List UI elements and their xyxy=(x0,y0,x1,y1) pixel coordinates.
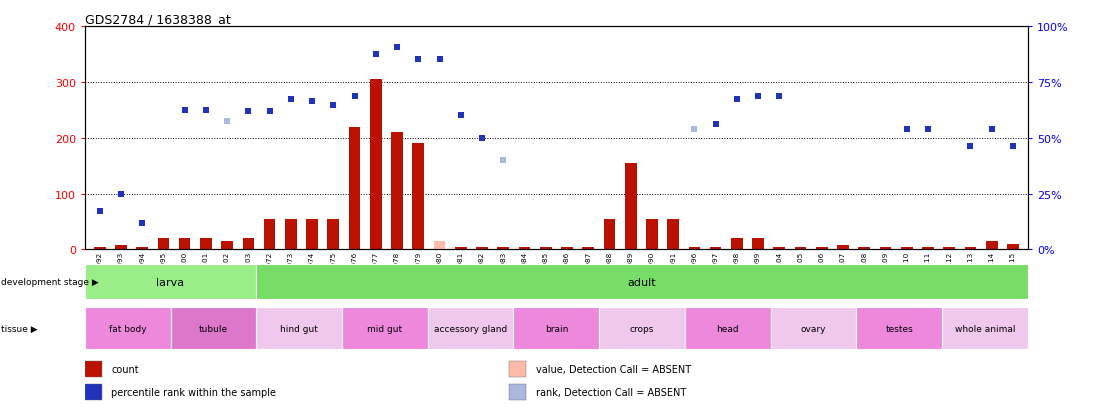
Bar xyxy=(341,308,427,349)
Bar xyxy=(306,219,318,250)
Bar xyxy=(498,247,509,250)
Text: tissue ▶: tissue ▶ xyxy=(1,324,38,333)
Text: hind gut: hind gut xyxy=(280,324,318,333)
Bar xyxy=(509,362,526,377)
Bar xyxy=(434,242,445,250)
Bar xyxy=(858,247,870,250)
Text: mid gut: mid gut xyxy=(367,324,403,333)
Text: count: count xyxy=(112,365,138,375)
Text: percentile rank within the sample: percentile rank within the sample xyxy=(112,387,277,397)
Bar xyxy=(94,247,106,250)
Bar xyxy=(985,242,998,250)
Bar xyxy=(85,384,102,400)
Bar xyxy=(540,247,551,250)
Text: adult: adult xyxy=(627,277,656,287)
Text: GDS2784 / 1638388_at: GDS2784 / 1638388_at xyxy=(85,13,231,26)
Text: crops: crops xyxy=(629,324,654,333)
Text: head: head xyxy=(716,324,739,333)
Bar xyxy=(901,247,913,250)
Text: brain: brain xyxy=(545,324,568,333)
Bar xyxy=(509,384,526,400)
Bar xyxy=(773,247,786,250)
Bar xyxy=(879,247,892,250)
Bar xyxy=(583,247,594,250)
Bar xyxy=(625,164,636,250)
Bar xyxy=(392,133,403,250)
Bar xyxy=(369,80,382,250)
Bar xyxy=(685,308,771,349)
Bar xyxy=(85,308,171,349)
Text: larva: larva xyxy=(156,277,184,287)
Bar xyxy=(200,239,212,250)
Bar xyxy=(85,362,102,377)
Bar xyxy=(795,247,807,250)
Bar xyxy=(85,264,257,299)
Bar xyxy=(646,219,657,250)
Text: accessory gland: accessory gland xyxy=(434,324,507,333)
Bar xyxy=(943,247,955,250)
Text: ovary: ovary xyxy=(801,324,826,333)
Text: value, Detection Call = ABSENT: value, Detection Call = ABSENT xyxy=(536,365,691,375)
Bar xyxy=(115,245,127,250)
Bar xyxy=(731,239,743,250)
Bar xyxy=(242,239,254,250)
Bar xyxy=(771,308,856,349)
Bar xyxy=(837,245,849,250)
Bar xyxy=(599,308,685,349)
Bar xyxy=(922,247,934,250)
Bar xyxy=(710,247,721,250)
Text: tubule: tubule xyxy=(199,324,228,333)
Text: development stage ▶: development stage ▶ xyxy=(1,278,99,286)
Bar xyxy=(157,239,170,250)
Bar xyxy=(327,219,339,250)
Text: whole animal: whole animal xyxy=(954,324,1016,333)
Bar xyxy=(136,247,148,250)
Bar xyxy=(856,308,942,349)
Text: testes: testes xyxy=(885,324,913,333)
Bar xyxy=(427,308,513,349)
Bar xyxy=(263,219,276,250)
Bar xyxy=(257,308,341,349)
Bar xyxy=(816,247,828,250)
Bar xyxy=(604,219,615,250)
Bar xyxy=(942,308,1028,349)
Bar xyxy=(85,250,1028,413)
Bar xyxy=(689,247,700,250)
Bar xyxy=(413,144,424,250)
Bar xyxy=(477,247,488,250)
Bar xyxy=(1007,244,1019,250)
Bar xyxy=(752,239,764,250)
Bar xyxy=(179,239,191,250)
Bar xyxy=(513,308,599,349)
Bar xyxy=(519,247,530,250)
Bar xyxy=(667,219,679,250)
Bar xyxy=(257,264,1028,299)
Bar xyxy=(348,127,360,250)
Bar xyxy=(171,308,257,349)
Bar xyxy=(221,242,233,250)
Text: rank, Detection Call = ABSENT: rank, Detection Call = ABSENT xyxy=(536,387,686,397)
Text: fat body: fat body xyxy=(109,324,146,333)
Bar xyxy=(455,247,466,250)
Bar xyxy=(561,247,573,250)
Bar xyxy=(285,219,297,250)
Bar xyxy=(964,247,976,250)
